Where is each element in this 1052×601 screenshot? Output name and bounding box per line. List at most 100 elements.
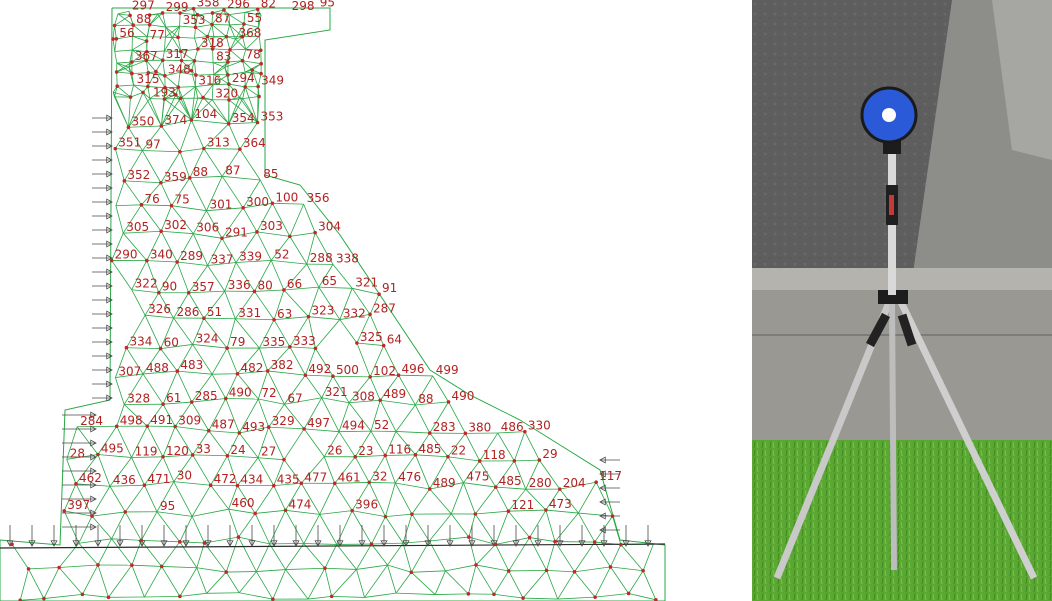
foundation-arrow-head [292,540,300,547]
foundation-arrow-head [380,540,388,547]
mesh-edge [578,482,597,514]
mesh-edge [130,84,134,98]
node-number-label: 87 [225,163,240,177]
mesh-edge [160,98,165,127]
mesh-node [259,71,263,76]
mesh-edge [176,344,193,372]
concrete-wall-lower [752,290,1052,450]
mesh-edge [211,84,214,100]
mesh-edge [142,373,164,405]
mesh-edge [475,544,496,566]
mesh-edge [211,347,228,375]
mesh-node [124,345,129,350]
mesh-edge [64,510,93,517]
mesh-edge [628,570,644,594]
node-number-label: 364 [243,136,266,150]
mesh-edge [179,592,207,597]
mesh-edge [191,70,196,87]
mesh-edge [173,292,190,319]
node-number-label: 382 [271,358,294,372]
mesh-edge [303,543,337,545]
pressure-arrow-head [90,523,97,531]
foundation-arrow-head [622,540,630,547]
mesh-edge [319,483,336,515]
mesh-node [62,509,67,513]
mesh-node [240,58,245,63]
mesh-edge [243,23,259,28]
mesh-edge [91,515,112,540]
mesh-edge [211,99,230,125]
node-number-label: 283 [433,420,456,434]
mesh-edge [227,60,243,63]
mesh-edge [203,148,240,150]
mesh-edge [77,425,117,428]
mesh-edge [411,488,431,515]
mesh-edge [508,488,527,512]
foundation-arrow-head [50,540,58,547]
mesh-edge [239,122,258,150]
mesh-edge [144,456,164,486]
mesh-edge [435,593,469,595]
mesh-edge [147,86,166,89]
mesh-edge [133,84,144,93]
mesh-edge [116,71,118,87]
node-number-label: 78 [246,48,261,62]
foundation-arrow-head [534,540,542,547]
mesh-node [544,508,548,512]
mesh-edge [116,426,132,458]
mesh-edge [284,397,322,405]
mesh-node [191,6,196,11]
mesh-edge [368,482,386,517]
mesh-edge [642,570,657,600]
mesh-edge [229,24,243,38]
mesh-edge [162,426,176,457]
mesh-edge [463,482,476,515]
mesh-edge [20,598,44,601]
mesh-edge [595,593,629,598]
mesh-node [128,95,133,99]
mesh-edge [207,265,226,292]
mesh-node [355,341,359,345]
mesh-node [222,8,226,12]
mesh-node [225,346,229,350]
node-number-label: 485 [499,474,522,488]
node-number-label: 27 [261,445,276,459]
node-number-label: 315 [137,72,160,86]
mesh-edge [364,564,388,598]
mesh-edge [207,238,223,266]
mesh-edge [289,316,309,348]
pressure-arrow-head [106,240,113,248]
mesh-edge [525,459,540,490]
mesh-edge [111,538,142,541]
mesh-edge [161,119,192,127]
node-number-label: 350 [131,114,154,128]
mesh-node [160,58,165,63]
mesh-edge [242,98,258,123]
mesh-edge [395,431,430,434]
mesh-edge [142,92,162,127]
mesh-edge [221,231,258,239]
mesh-edge [131,540,142,566]
mesh-edge [465,433,481,462]
mesh-edge [160,348,178,372]
mesh-edge [554,512,579,542]
mesh-edge [324,568,333,597]
mesh-edge [332,264,353,289]
mesh-edge [173,317,193,345]
mesh-edge [228,123,241,150]
mesh-edge [237,373,259,400]
mesh-edge [176,233,194,263]
node-number-label: 307 [118,365,141,379]
mesh-edge [224,262,237,292]
mesh-node [126,125,131,130]
mesh-node [619,542,623,547]
mesh-edge [191,373,213,403]
pressure-arrow-head [106,310,113,318]
mesh-edge [474,486,497,515]
mesh-edge [228,98,243,101]
mesh-edge [161,541,181,567]
mesh-edge [179,70,192,73]
mesh-edge [133,84,148,87]
node-number-label: 500 [336,363,359,377]
node-number-label: 462 [79,471,102,485]
